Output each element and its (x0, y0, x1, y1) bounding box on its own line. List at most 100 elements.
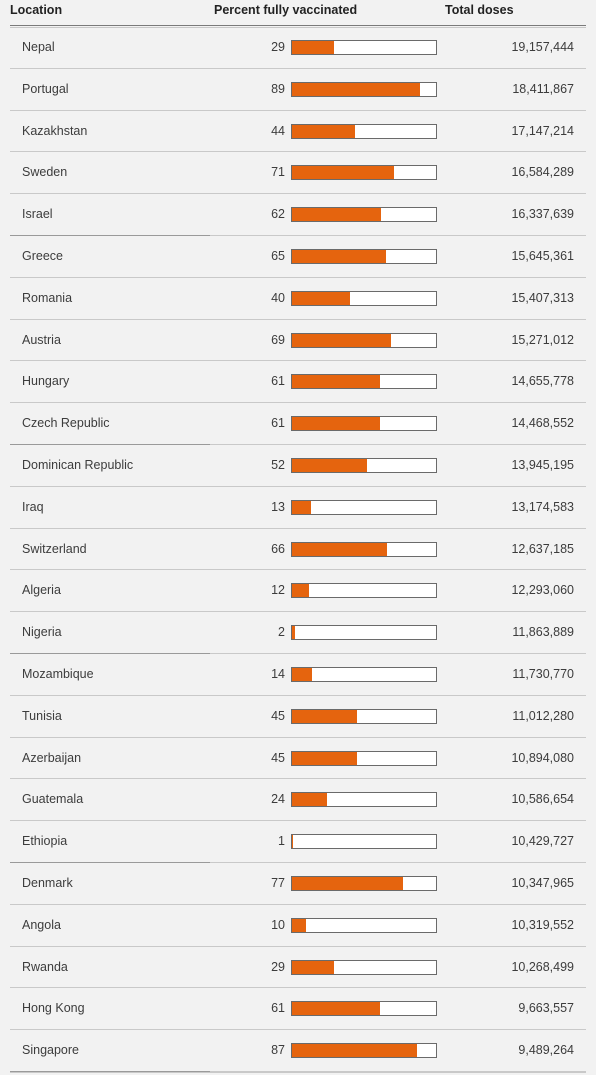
total-doses-cell: 11,730,770 (512, 666, 574, 681)
table-row: Nepal 29 19,157,444 (0, 27, 596, 69)
total-doses-cell: 10,268,499 (511, 959, 574, 974)
percent-bar-track (291, 750, 437, 766)
location-cell: Iraq (22, 499, 44, 514)
percent-value-label: 45 (271, 708, 285, 723)
percent-bar-fill (292, 709, 357, 723)
percent-bar-fill (292, 793, 327, 807)
table-body: Nepal 29 19,157,444 Portugal 89 18,411,867 Kaz… (0, 27, 596, 1072)
percent-bar-track (291, 541, 437, 557)
percent-bar-track (291, 875, 437, 891)
total-doses-cell: 10,894,080 (511, 750, 574, 765)
location-cell: Hungary (22, 374, 70, 389)
total-doses-cell: 17,147,214 (511, 123, 574, 138)
percent-bar-track (291, 917, 437, 933)
table-row: Switzerland 66 12,637,185 (0, 529, 596, 571)
location-cell: Rwanda (22, 959, 68, 974)
location-cell: Greece (22, 248, 63, 263)
percent-bar-fill (292, 542, 388, 556)
percent-value-label: 2 (278, 625, 285, 640)
group-divider (10, 1070, 210, 1072)
total-doses-cell: 11,863,889 (512, 625, 574, 640)
percent-value-label: 62 (271, 207, 285, 222)
header-divider (10, 25, 586, 26)
group-divider (10, 652, 210, 654)
percent-bar-fill (292, 876, 403, 890)
total-doses-cell: 14,468,552 (511, 416, 574, 431)
percent-bar-track (291, 416, 437, 432)
table-row: Iraq 13 13,174,583 (0, 487, 596, 529)
percent-value-label: 71 (271, 165, 285, 180)
table-row: Romania 40 15,407,313 (0, 278, 596, 320)
percent-bar-track (291, 81, 437, 97)
percent-bar-track (291, 40, 437, 55)
table-row: Hong Kong 61 9,663,557 (0, 988, 596, 1031)
location-cell: Switzerland (22, 541, 87, 556)
group-divider (10, 861, 210, 863)
table-row: Mozambique 14 11,730,770 (0, 654, 596, 696)
location-cell: Austria (22, 332, 61, 347)
percent-bar-fill (292, 375, 380, 389)
table-row: Tunisia 45 11,012,280 (0, 696, 596, 738)
table-row: Sweden 71 16,584,289 (0, 152, 596, 195)
row-divider (10, 820, 586, 822)
total-doses-cell: 9,663,557 (518, 1001, 574, 1016)
percent-bar-track (291, 959, 437, 975)
group-divider (10, 443, 210, 445)
location-cell: Kazakhstan (22, 123, 88, 138)
table-bottom-divider (10, 1072, 586, 1073)
row-divider (10, 109, 586, 111)
location-cell: Nigeria (22, 625, 62, 640)
percent-value-label: 87 (271, 1043, 285, 1058)
row-divider (10, 987, 586, 989)
row-divider (10, 861, 586, 863)
table-row: Czech Republic 61 14,468,552 (0, 403, 596, 445)
total-doses-cell: 15,407,313 (511, 290, 574, 305)
percent-bar-track (291, 290, 437, 306)
percent-bar-fill (292, 1044, 418, 1058)
total-doses-cell: 19,157,444 (511, 40, 574, 54)
percent-value-label: 29 (271, 40, 285, 54)
percent-bar-fill (292, 291, 350, 305)
doses-column-header: Total doses (445, 3, 514, 17)
row-divider (10, 652, 586, 654)
total-doses-cell: 9,489,264 (518, 1043, 574, 1058)
table-row: Denmark 77 10,347,965 (0, 863, 596, 905)
row-divider (10, 318, 586, 320)
percent-value-label: 13 (271, 499, 285, 514)
row-divider (10, 276, 586, 278)
percent-bar-fill (292, 249, 386, 263)
total-doses-cell: 11,012,280 (512, 708, 574, 723)
percent-value-label: 69 (271, 332, 285, 347)
location-cell: Algeria (22, 583, 61, 598)
location-cell: Hong Kong (22, 1001, 85, 1016)
row-divider (10, 443, 586, 445)
location-cell: Guatemala (22, 792, 84, 807)
location-cell: Romania (22, 290, 73, 305)
table-row: Greece 65 15,645,361 (0, 236, 596, 278)
percent-bar-fill (292, 835, 294, 849)
percent-value-label: 44 (271, 123, 285, 138)
location-cell: Israel (22, 207, 53, 222)
percent-bar-fill (292, 626, 295, 640)
percent-value-label: 45 (271, 750, 285, 765)
percent-bar-track (291, 374, 437, 390)
percent-column-header: Percent fully vaccinated (214, 3, 358, 17)
table-row: Rwanda 29 10,268,499 (0, 947, 596, 989)
table-row: Portugal 89 18,411,867 (0, 69, 596, 111)
percent-bar-fill (292, 82, 421, 96)
table-row: Azerbaijan 45 10,894,080 (0, 738, 596, 780)
row-divider (10, 694, 586, 696)
percent-bar-track (291, 625, 437, 641)
percent-bar-fill (292, 124, 356, 138)
percent-bar-track (291, 1043, 437, 1059)
percent-value-label: 65 (271, 248, 285, 263)
percent-value-label: 1 (278, 834, 285, 849)
percent-bar-track (291, 708, 437, 724)
total-doses-cell: 13,945,195 (511, 457, 574, 472)
row-divider (10, 402, 586, 404)
location-cell: Portugal (22, 81, 69, 96)
percent-bar-fill (292, 584, 310, 598)
percent-bar-track (291, 792, 437, 808)
percent-bar-track (291, 123, 437, 139)
percent-bar-track (291, 583, 437, 599)
